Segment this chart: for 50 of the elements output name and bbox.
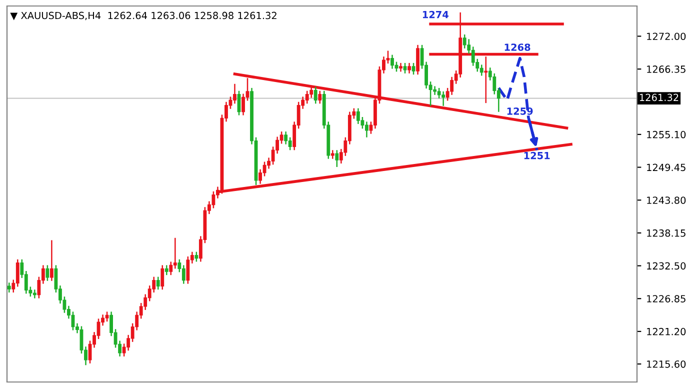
candlestick <box>46 264 50 282</box>
candlestick <box>156 276 160 290</box>
y-tick-label: 1238.15 <box>647 229 686 237</box>
candlestick <box>408 62 411 74</box>
candlestick <box>330 150 334 160</box>
candlestick <box>442 90 446 107</box>
candlestick <box>416 44 420 76</box>
y-tick-label: 1221.20 <box>647 328 686 336</box>
candlestick <box>462 34 466 50</box>
candlestick <box>450 76 454 96</box>
candlestick <box>194 251 198 262</box>
candlestick <box>16 258 20 288</box>
text: ▼ XAUUSD-ABS,H4 1262.64 1263.06 1258.98 1261.32 <box>10 12 276 20</box>
y-tick-label: 1226.85 <box>647 295 686 302</box>
y-tick-label: 1232.50 <box>647 262 686 270</box>
candlestick <box>160 264 164 290</box>
annotation: 1251 <box>524 152 550 160</box>
ref-line-label: 1261.32 <box>640 94 678 102</box>
candlestick <box>164 264 168 276</box>
annotation: 1259 <box>507 108 533 115</box>
candlestick <box>7 282 11 294</box>
candlestick <box>314 86 318 104</box>
candlestick <box>403 62 407 74</box>
candlestick <box>335 150 339 168</box>
y-tick-label: 1249.45 <box>647 164 686 172</box>
candlestick <box>169 261 173 276</box>
y-tick-label: 1243.80 <box>647 196 686 204</box>
candlestick <box>480 64 484 76</box>
y-tick-label: 1255.10 <box>647 130 686 138</box>
candlestick <box>412 62 416 76</box>
candlestick <box>50 240 54 282</box>
candlestick <box>364 121 368 138</box>
candlestick <box>284 130 288 145</box>
candlestick <box>356 108 360 125</box>
y-tick-label: 1266.35 <box>647 66 686 73</box>
candlestick <box>233 83 236 104</box>
candlestick <box>390 54 394 70</box>
candlestick <box>258 168 262 184</box>
y-tick-label: 1272.00 <box>647 32 686 40</box>
candlestick <box>173 237 177 270</box>
candlestick <box>186 256 190 284</box>
annotation: 1268 <box>504 44 530 51</box>
candlestick <box>182 264 186 284</box>
candlestick <box>318 90 322 104</box>
annotation: 1274 <box>422 10 448 18</box>
candlestick <box>288 136 292 151</box>
candlestick <box>242 93 245 116</box>
candlestick <box>310 84 314 98</box>
y-tick-label: 1215.60 <box>647 360 686 368</box>
line-series <box>497 56 538 152</box>
